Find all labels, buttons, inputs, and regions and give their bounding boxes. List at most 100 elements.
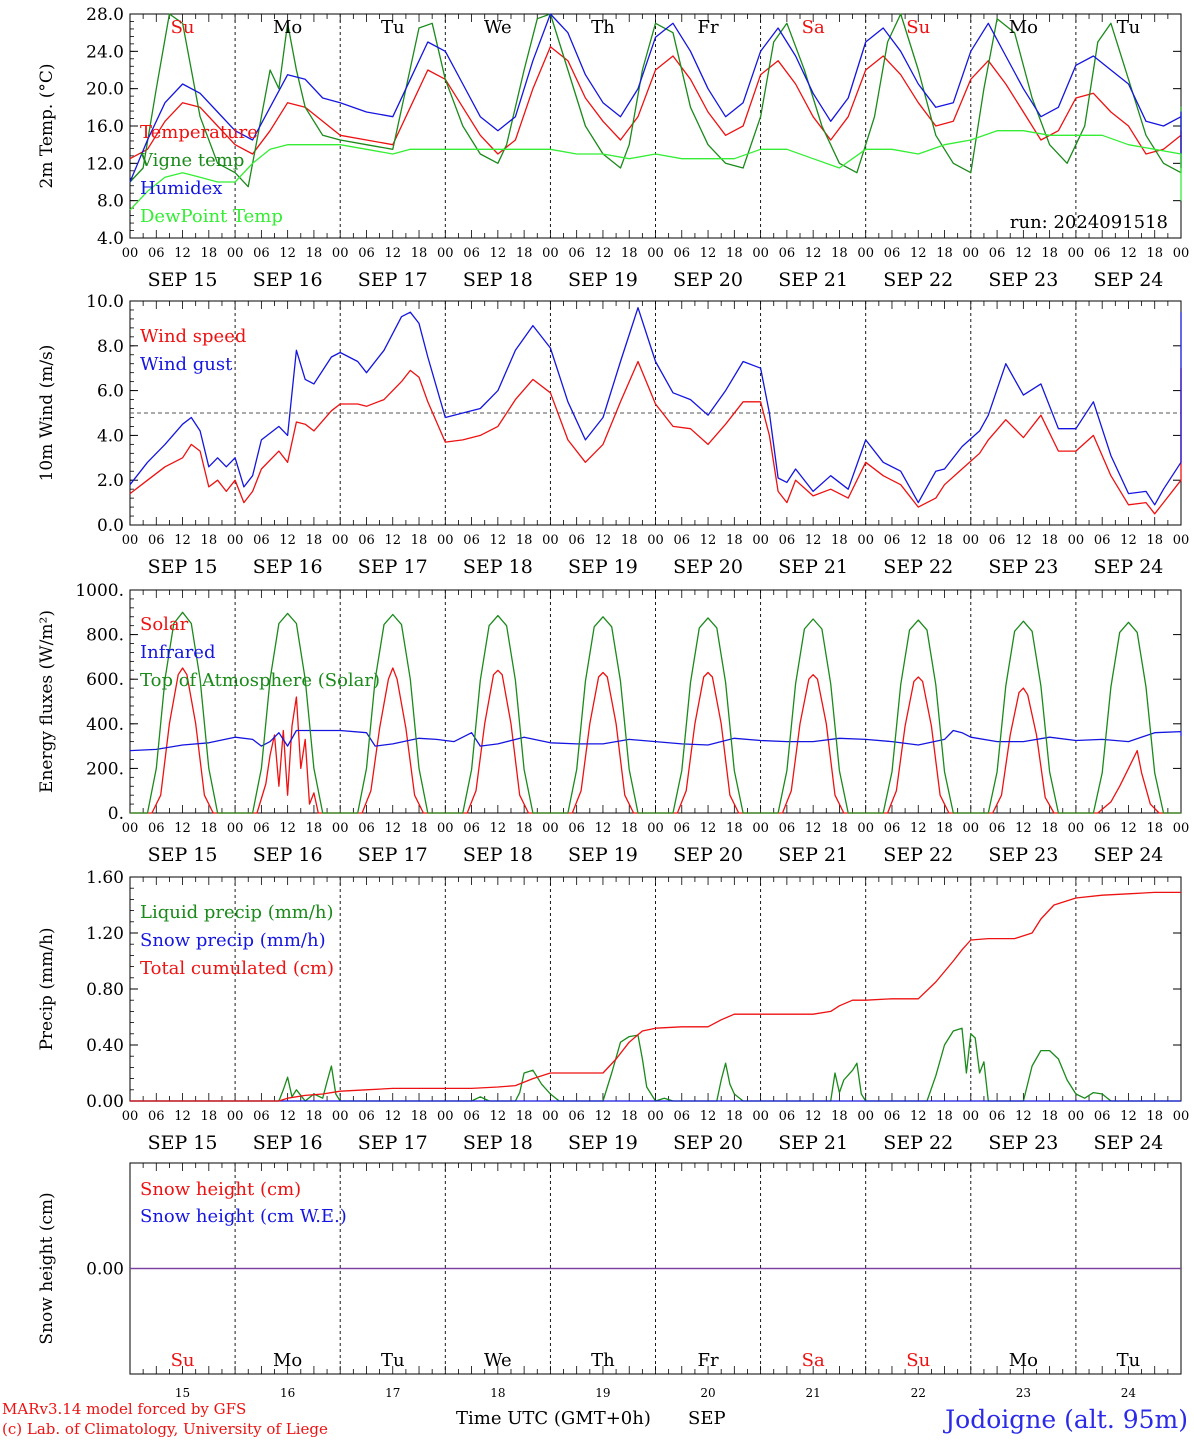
panel-temp: 4.0 8.0 12.0 16.0 20.0 24.0 28.0 2m Temp. (°C) T… xyxy=(37,5,1189,291)
date-label: SEP 19 xyxy=(568,269,638,291)
date-label: SEP 19 xyxy=(568,1132,638,1154)
date-label: SEP 18 xyxy=(463,1132,533,1154)
hour-tick-label: 06 xyxy=(253,246,270,261)
date-label: SEP 15 xyxy=(148,556,218,578)
hour-tick-label: 12 xyxy=(1015,821,1032,836)
hour-tick-label: 00 xyxy=(752,821,769,836)
y-tick-label: 1.20 xyxy=(86,924,124,944)
y-tick-label: 400. xyxy=(86,715,124,735)
hour-tick-label: 00 xyxy=(752,1109,769,1124)
date-label: SEP 17 xyxy=(358,556,428,578)
month-label: SEP xyxy=(688,1408,726,1429)
legend-entry: Temperature xyxy=(140,122,258,143)
hour-tick-label: 00 xyxy=(122,533,139,548)
date-label: SEP 22 xyxy=(883,556,953,578)
hour-tick-label: 00 xyxy=(647,533,664,548)
hour-tick-label: 18 xyxy=(726,246,743,261)
hour-tick-label: 06 xyxy=(1094,1109,1111,1124)
hour-tick-label: 06 xyxy=(358,821,375,836)
hour-tick-label: 06 xyxy=(463,1109,480,1124)
legend-entry: Solar xyxy=(140,614,189,635)
y-tick-label: 4.0 xyxy=(97,229,124,249)
hour-tick-label: 06 xyxy=(1094,821,1111,836)
hour-tick-label: 12 xyxy=(384,1109,401,1124)
hour-tick-label: 06 xyxy=(358,246,375,261)
weekday-label: Mo xyxy=(1009,17,1038,38)
weekday-label: Th xyxy=(591,17,615,38)
day-number-label: 15 xyxy=(175,1386,190,1400)
hour-tick-label: 06 xyxy=(884,533,901,548)
hour-tick-label: 18 xyxy=(1146,821,1163,836)
y-tick-label: 800. xyxy=(86,626,124,646)
hour-tick-label: 00 xyxy=(857,533,874,548)
hour-tick-label: 18 xyxy=(831,1109,848,1124)
date-label: SEP 21 xyxy=(778,1132,848,1154)
hour-tick-label: 12 xyxy=(595,1109,612,1124)
date-label: SEP 20 xyxy=(673,844,743,866)
day-number-label: 19 xyxy=(595,1386,610,1400)
y-axis-label: 10m Wind (m/s) xyxy=(37,345,57,482)
hour-tick-label: 18 xyxy=(201,533,218,548)
hour-tick-label: 18 xyxy=(621,246,638,261)
hour-tick-label: 06 xyxy=(779,246,796,261)
hour-tick-label: 12 xyxy=(279,533,296,548)
hour-tick-label: 18 xyxy=(621,821,638,836)
legend-entry: Top of Atmosphere (Solar) xyxy=(140,670,380,691)
hour-tick-label: 00 xyxy=(1068,533,1085,548)
hour-tick-label: 18 xyxy=(201,246,218,261)
hour-tick-label: 18 xyxy=(726,821,743,836)
y-tick-label: 0.80 xyxy=(86,980,124,1000)
hour-tick-label: 00 xyxy=(752,246,769,261)
y-tick-label: 8.0 xyxy=(97,337,124,357)
hour-tick-label: 00 xyxy=(122,821,139,836)
date-label: SEP 15 xyxy=(148,1132,218,1154)
hour-tick-label: 00 xyxy=(857,1109,874,1124)
hour-tick-label: 06 xyxy=(989,821,1006,836)
hour-tick-label: 12 xyxy=(279,821,296,836)
hour-tick-label: 12 xyxy=(174,821,191,836)
hour-tick-label: 18 xyxy=(411,246,428,261)
hour-tick-label: 00 xyxy=(227,533,244,548)
hour-tick-label: 12 xyxy=(1015,246,1032,261)
hour-tick-label: 06 xyxy=(463,246,480,261)
hour-tick-label: 18 xyxy=(306,821,323,836)
legend-entry: Wind gust xyxy=(140,354,233,375)
hour-tick-label: 12 xyxy=(174,1109,191,1124)
hour-tick-label: 00 xyxy=(752,533,769,548)
hour-tick-label: 00 xyxy=(542,533,559,548)
y-axis-label: Energy fluxes (W/m²) xyxy=(37,610,57,793)
hour-tick-label: 06 xyxy=(779,1109,796,1124)
y-tick-label: 20.0 xyxy=(86,80,124,100)
hour-tick-label: 06 xyxy=(568,533,585,548)
hour-tick-label: 18 xyxy=(201,821,218,836)
y-tick-label: 12.0 xyxy=(86,154,124,174)
hour-tick-label: 06 xyxy=(989,246,1006,261)
series-line-energy-1 xyxy=(129,729,1182,752)
hour-tick-label: 00 xyxy=(542,1109,559,1124)
weekday-label: Tu xyxy=(381,17,405,38)
weekday-label: Su xyxy=(906,1350,930,1371)
date-label: SEP 24 xyxy=(1094,1132,1164,1154)
hour-tick-label: 12 xyxy=(805,246,822,261)
station-name: Jodoigne (alt. 95m) xyxy=(942,1405,1188,1434)
hour-tick-label: 12 xyxy=(595,246,612,261)
series-line-energy-0 xyxy=(130,667,1181,814)
hour-tick-label: 00 xyxy=(1173,821,1190,836)
hour-tick-label: 18 xyxy=(936,821,953,836)
hour-tick-label: 00 xyxy=(437,246,454,261)
hour-tick-label: 06 xyxy=(674,1109,691,1124)
hour-tick-label: 06 xyxy=(674,246,691,261)
weekday-label: Tu xyxy=(381,1350,405,1371)
date-label: SEP 18 xyxy=(463,556,533,578)
hour-tick-label: 12 xyxy=(595,821,612,836)
hour-tick-label: 12 xyxy=(174,246,191,261)
panel-energy: 0. 200. 400. 600. 800. 1000. Energy fluxes (W/… xyxy=(37,581,1189,866)
panel-wind: 0.0 2.0 4.0 6.0 8.0 10.0 10m Wind (m/s) Wind sp… xyxy=(37,292,1189,578)
hour-tick-label: 00 xyxy=(963,1109,980,1124)
weekday-label: Su xyxy=(906,17,930,38)
hour-tick-label: 00 xyxy=(1068,246,1085,261)
hour-tick-label: 12 xyxy=(1015,1109,1032,1124)
hour-tick-label: 18 xyxy=(516,821,533,836)
hour-tick-label: 00 xyxy=(227,246,244,261)
date-label: SEP 20 xyxy=(673,556,743,578)
